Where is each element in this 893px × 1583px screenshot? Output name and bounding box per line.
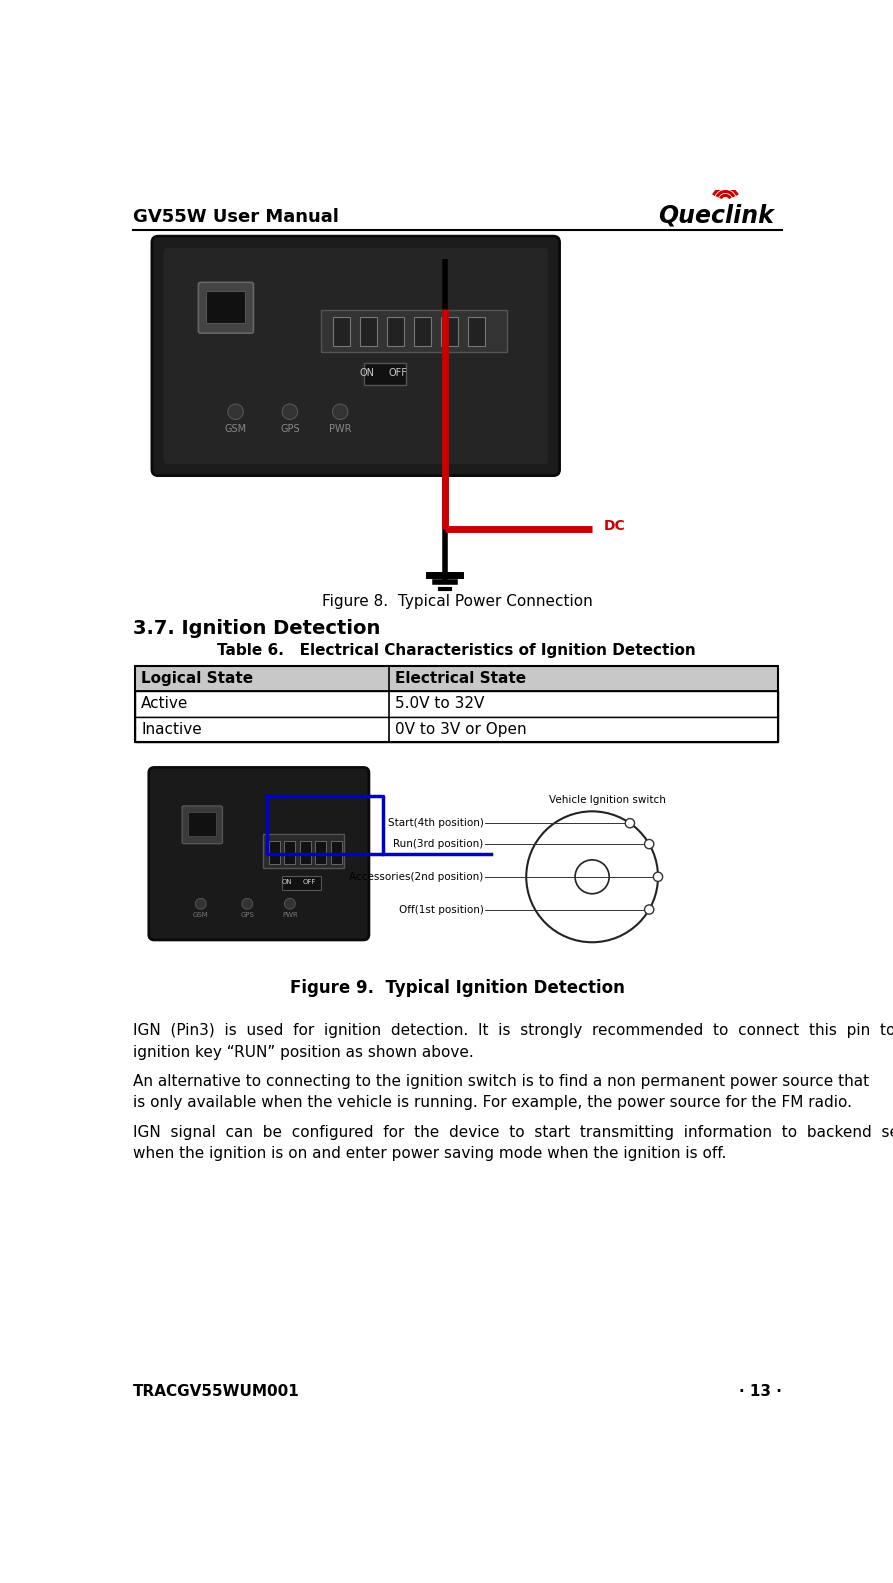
Text: OFF: OFF — [388, 369, 407, 378]
Text: 0V to 3V or Open: 0V to 3V or Open — [396, 722, 527, 736]
Text: 3.7. Ignition Detection: 3.7. Ignition Detection — [133, 619, 380, 638]
Text: Figure 8.  Typical Power Connection: Figure 8. Typical Power Connection — [321, 594, 593, 609]
Text: · 13 ·: · 13 · — [739, 1384, 782, 1399]
Bar — [387, 317, 404, 347]
Text: ON: ON — [282, 879, 293, 885]
Bar — [135, 666, 778, 692]
Circle shape — [332, 404, 348, 419]
Text: Active: Active — [141, 697, 188, 711]
Text: IGN  signal  can  be  configured  for  the  device  to  start  transmitting  inf: IGN signal can be configured for the dev… — [133, 1126, 893, 1140]
Text: Start(4th position): Start(4th position) — [388, 818, 484, 828]
Text: IGN  (Pin3)  is  used  for  ignition  detection.  It  is  strongly  recommended : IGN (Pin3) is used for ignition detectio… — [133, 1023, 893, 1038]
Bar — [188, 812, 216, 836]
Bar — [135, 692, 778, 717]
Circle shape — [228, 404, 244, 419]
Text: ignition key “RUN” position as shown above.: ignition key “RUN” position as shown abo… — [133, 1045, 474, 1059]
Circle shape — [285, 899, 296, 909]
Text: GPS: GPS — [240, 912, 255, 918]
Text: Accessories(2nd position): Accessories(2nd position) — [349, 872, 484, 882]
Circle shape — [242, 899, 253, 909]
Text: when the ignition is on and enter power saving mode when the ignition is off.: when the ignition is on and enter power … — [133, 1146, 727, 1162]
Bar — [206, 291, 245, 323]
Circle shape — [645, 905, 654, 913]
Bar — [363, 363, 406, 385]
Text: ON: ON — [360, 369, 375, 378]
Bar — [285, 841, 296, 864]
Bar — [468, 317, 485, 347]
Text: DC: DC — [604, 519, 625, 533]
Bar — [269, 841, 280, 864]
Text: Logical State: Logical State — [141, 671, 254, 685]
Text: An alternative to connecting to the ignition switch is to find a non permanent p: An alternative to connecting to the igni… — [133, 1073, 870, 1089]
Text: GSM: GSM — [224, 424, 246, 434]
Bar — [332, 317, 349, 347]
Circle shape — [196, 899, 206, 909]
Text: GSM: GSM — [193, 912, 209, 918]
Text: Inactive: Inactive — [141, 722, 202, 736]
Bar — [441, 317, 458, 347]
Circle shape — [654, 872, 663, 882]
Text: 5.0V to 32V: 5.0V to 32V — [396, 697, 485, 711]
Bar — [360, 317, 377, 347]
FancyBboxPatch shape — [182, 806, 222, 844]
Circle shape — [645, 839, 654, 848]
Text: PWR: PWR — [282, 912, 297, 918]
FancyBboxPatch shape — [152, 236, 560, 475]
Text: GV55W User Manual: GV55W User Manual — [133, 207, 339, 226]
FancyBboxPatch shape — [149, 768, 369, 940]
Text: Run(3rd position): Run(3rd position) — [394, 839, 484, 848]
Text: GPS: GPS — [280, 424, 300, 434]
Circle shape — [282, 404, 297, 419]
Text: Vehicle Ignition switch: Vehicle Ignition switch — [549, 795, 666, 804]
Text: Off(1st position): Off(1st position) — [399, 904, 484, 915]
Circle shape — [575, 860, 609, 894]
Bar — [300, 841, 311, 864]
Text: is only available when the vehicle is running. For example, the power source for: is only available when the vehicle is ru… — [133, 1095, 852, 1111]
Bar — [315, 841, 326, 864]
Bar — [321, 310, 507, 353]
Bar — [135, 666, 778, 742]
Text: OFF: OFF — [303, 879, 316, 885]
Text: Electrical State: Electrical State — [396, 671, 526, 685]
FancyBboxPatch shape — [198, 282, 254, 332]
Circle shape — [625, 818, 635, 828]
Text: Table 6.   Electrical Characteristics of Ignition Detection: Table 6. Electrical Characteristics of I… — [217, 643, 696, 659]
Text: Queclink: Queclink — [658, 203, 774, 228]
FancyBboxPatch shape — [163, 247, 548, 464]
Text: Figure 9.  Typical Ignition Detection: Figure 9. Typical Ignition Detection — [290, 980, 625, 997]
Bar — [413, 317, 431, 347]
Text: PWR: PWR — [329, 424, 352, 434]
Bar — [263, 834, 344, 867]
Bar — [135, 717, 778, 742]
Text: TRACGV55WUM001: TRACGV55WUM001 — [133, 1384, 300, 1399]
Bar — [331, 841, 342, 864]
Bar — [282, 875, 321, 890]
